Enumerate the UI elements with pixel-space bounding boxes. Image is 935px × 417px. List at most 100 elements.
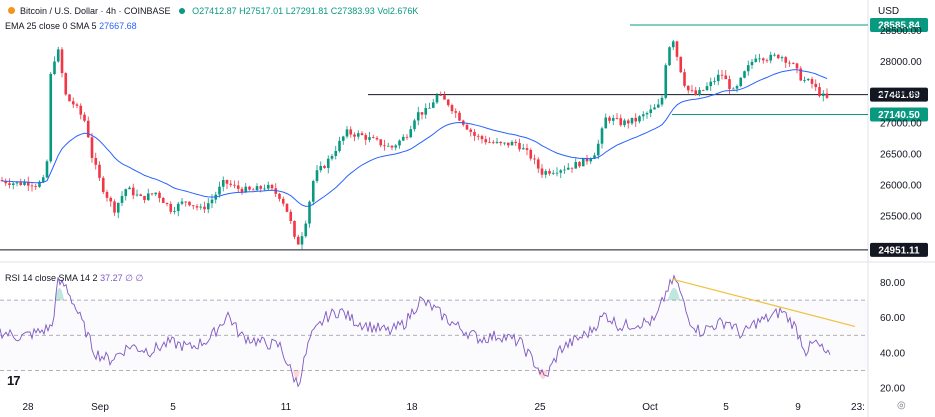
candle-body bbox=[630, 117, 634, 124]
candle-body bbox=[146, 193, 150, 201]
candle-body bbox=[263, 188, 266, 190]
candle-body bbox=[544, 171, 548, 175]
ema-line bbox=[1, 69, 828, 207]
candle-body bbox=[604, 117, 608, 129]
candle-body bbox=[330, 155, 334, 159]
candle-body bbox=[529, 149, 533, 159]
price-tick-label: 26500.00 bbox=[880, 150, 922, 161]
candle-body bbox=[64, 73, 68, 95]
candle-body bbox=[454, 111, 458, 113]
candle-body bbox=[390, 145, 394, 148]
candle-body bbox=[90, 137, 94, 158]
candle-body bbox=[34, 186, 38, 188]
candle-body bbox=[195, 206, 199, 208]
x-tick-label: 25 bbox=[534, 402, 546, 413]
candle-body bbox=[120, 196, 124, 203]
candle-body bbox=[221, 179, 225, 187]
candle-body bbox=[491, 142, 495, 144]
candle-body bbox=[743, 71, 746, 78]
rsi-trendline bbox=[671, 278, 856, 328]
candle-body bbox=[86, 120, 90, 138]
price-label-bg bbox=[870, 18, 928, 33]
candle-body bbox=[495, 141, 499, 143]
candle-body bbox=[101, 177, 105, 193]
price-level-label: 28585.84 bbox=[878, 21, 920, 32]
candle-body bbox=[135, 194, 139, 196]
candle-body bbox=[60, 49, 64, 74]
rsi-overbought-fill bbox=[668, 287, 680, 301]
candle-body bbox=[649, 109, 653, 113]
candle-body bbox=[240, 188, 244, 193]
x-tick-label: 11 bbox=[281, 402, 292, 413]
candle-body bbox=[791, 63, 795, 65]
candle-body bbox=[300, 236, 304, 245]
candle-body bbox=[353, 134, 356, 137]
ma-legend[interactable]: EMA 25 close 0 SMA 5 27667.68 bbox=[5, 20, 137, 32]
candle-body bbox=[41, 177, 45, 182]
x-tick-label: 18 bbox=[406, 402, 418, 413]
candle-body bbox=[784, 57, 788, 63]
candle-body bbox=[191, 205, 195, 207]
rsi-oversold-fill bbox=[293, 370, 300, 380]
candle-body bbox=[638, 116, 641, 122]
candle-body bbox=[431, 102, 435, 108]
low-value: L27291.81 bbox=[285, 6, 329, 16]
candle-body bbox=[405, 136, 409, 138]
candle-body bbox=[656, 104, 660, 108]
candle-body bbox=[563, 169, 566, 171]
candle-body bbox=[769, 54, 773, 61]
candle-body bbox=[754, 58, 758, 62]
candle-body bbox=[285, 203, 289, 212]
candle-body bbox=[143, 195, 146, 201]
candle-body bbox=[473, 131, 476, 136]
candle-body bbox=[338, 140, 341, 151]
candle-body bbox=[296, 236, 300, 245]
candle-body bbox=[465, 124, 469, 130]
symbol-title[interactable]: Bitcoin / U.S. Dollar · 4h · COINBASE bbox=[20, 6, 171, 16]
candle-body bbox=[105, 192, 109, 198]
candle-body bbox=[694, 90, 698, 95]
candle-body bbox=[510, 141, 514, 146]
candle-body bbox=[188, 201, 191, 206]
candle-body bbox=[581, 158, 585, 167]
candle-body bbox=[675, 41, 679, 57]
price-tick-label: 25500.00 bbox=[880, 211, 922, 222]
candle-body bbox=[274, 188, 278, 194]
rsi-tick-label: 40.00 bbox=[880, 348, 905, 359]
candles-layer[interactable] bbox=[0, 39, 829, 250]
candle-body bbox=[281, 198, 285, 204]
tradingview-logo-icon[interactable]: 17 bbox=[7, 373, 21, 388]
candle-body bbox=[626, 120, 630, 124]
candle-body bbox=[0, 180, 4, 181]
candle-body bbox=[424, 108, 428, 115]
candle-body bbox=[484, 139, 488, 143]
candle-body bbox=[525, 148, 529, 150]
candle-body bbox=[439, 94, 443, 96]
currency-label[interactable]: USD bbox=[878, 6, 900, 17]
candle-body bbox=[225, 179, 229, 184]
candle-body bbox=[720, 74, 724, 76]
candle-body bbox=[289, 211, 293, 222]
candle-body bbox=[728, 79, 731, 89]
candle-body bbox=[480, 136, 484, 140]
rsi-overbought-fill bbox=[55, 287, 64, 301]
candle-body bbox=[323, 165, 326, 168]
rsi-legend-value: 37.27 bbox=[100, 273, 123, 283]
candle-body bbox=[128, 187, 131, 190]
settings-gear-icon[interactable]: ◎ bbox=[897, 400, 906, 411]
candle-body bbox=[810, 79, 814, 84]
candle-body bbox=[450, 105, 454, 112]
candle-body bbox=[589, 158, 593, 162]
candle-body bbox=[761, 58, 765, 61]
candle-body bbox=[371, 137, 375, 138]
rsi-oversold-fill bbox=[538, 370, 548, 380]
candle-body bbox=[664, 65, 668, 98]
candle-body bbox=[68, 94, 71, 102]
rsi-line bbox=[0, 274, 831, 388]
candle-body bbox=[739, 77, 743, 87]
candle-body bbox=[203, 206, 206, 210]
rsi-legend[interactable]: RSI 14 close SMA 14 2 37.27 ∅ ∅ bbox=[5, 272, 143, 284]
candle-body bbox=[11, 183, 15, 185]
close-value: C27383.93 bbox=[330, 6, 375, 16]
